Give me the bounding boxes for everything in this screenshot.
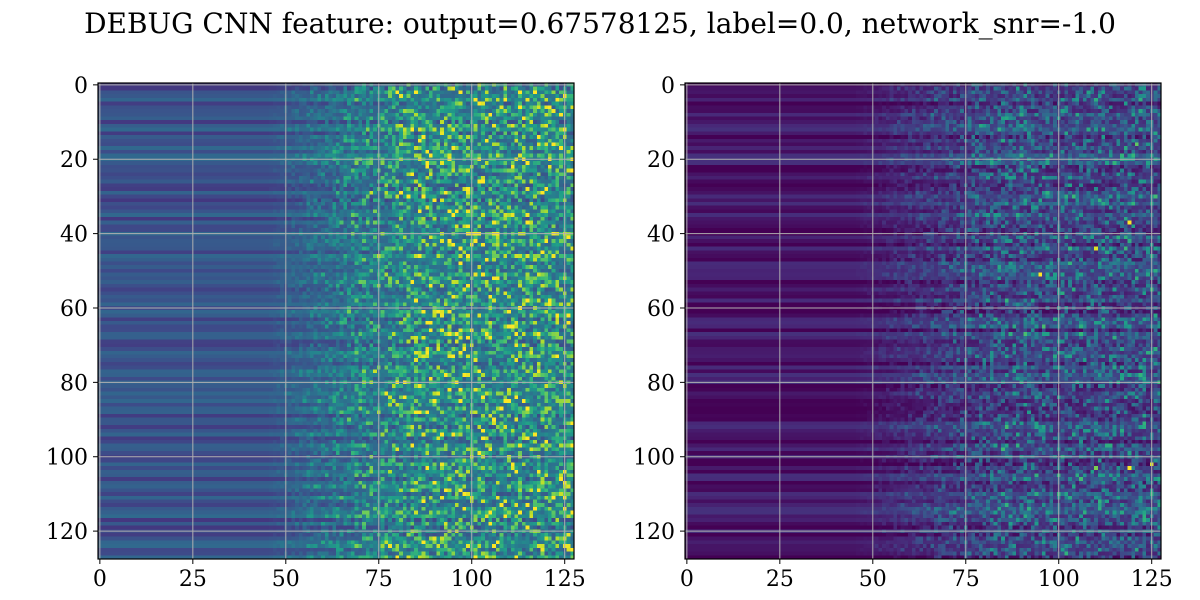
heatmap-panel-right: 0 25 50 75 100 125 0 20 40 60 80 100 120 xyxy=(633,74,1173,592)
heatmap-image xyxy=(98,83,574,559)
x-tick-label: 50 xyxy=(859,567,887,592)
x-tick-label: 25 xyxy=(179,567,207,592)
axes-frame xyxy=(97,82,575,560)
y-tick-label: 0 xyxy=(661,74,675,99)
y-tick-label: 100 xyxy=(633,446,675,471)
x-tick-label: 0 xyxy=(93,567,107,592)
x-tick-label: 125 xyxy=(1131,567,1173,592)
y-tick-label: 40 xyxy=(647,223,675,248)
x-tick-label: 100 xyxy=(1038,567,1080,592)
y-tick-label: 0 xyxy=(74,74,88,99)
heatmap-image xyxy=(685,83,1161,559)
x-tick-label: 75 xyxy=(952,567,980,592)
y-tick-label: 120 xyxy=(46,520,88,545)
x-tick-label: 0 xyxy=(680,567,694,592)
y-tick-label: 120 xyxy=(633,520,675,545)
x-tick-label: 25 xyxy=(766,567,794,592)
x-tick-label: 75 xyxy=(365,567,393,592)
figure-title: DEBUG CNN feature: output=0.67578125, la… xyxy=(84,7,1116,40)
y-tick-label: 40 xyxy=(60,223,88,248)
x-tick-label: 125 xyxy=(544,567,586,592)
y-tick-label: 60 xyxy=(647,297,675,322)
axes-frame xyxy=(684,82,1162,560)
y-tick-label: 80 xyxy=(647,371,675,396)
y-tick-label: 60 xyxy=(60,297,88,322)
x-tick-label: 100 xyxy=(451,567,493,592)
y-tick-label: 20 xyxy=(647,148,675,173)
y-tick-label: 80 xyxy=(60,371,88,396)
heatmap-panel-left: 0 25 50 75 100 125 0 20 40 60 80 100 120 xyxy=(46,74,586,592)
x-tick-label: 50 xyxy=(272,567,300,592)
y-tick-label: 20 xyxy=(60,148,88,173)
y-tick-label: 100 xyxy=(46,446,88,471)
